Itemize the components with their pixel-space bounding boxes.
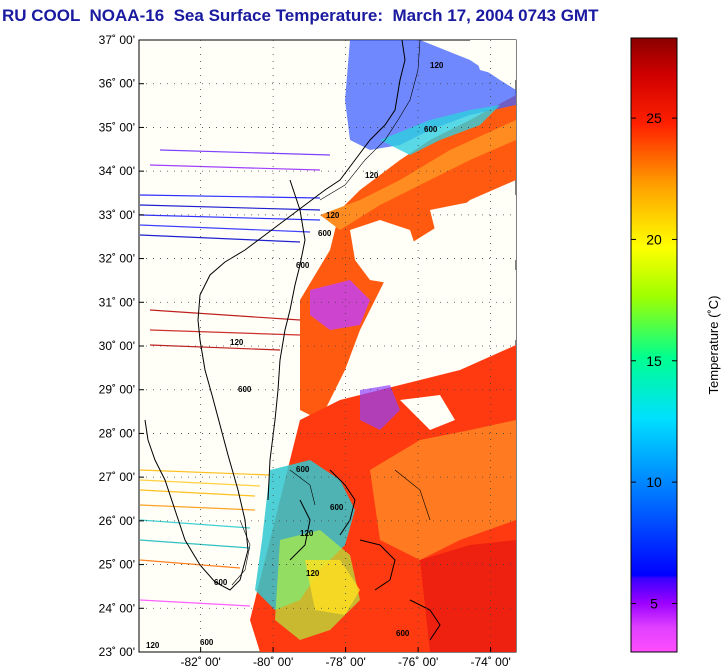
- lat-tick-label: 25˚ 00': [99, 558, 135, 572]
- longitude-ticks: -82˚ 00' -80˚ 00' -78˚ 00' -76˚ 00' -74˚ 00': [180, 647, 511, 669]
- contour-label: 600: [200, 638, 214, 647]
- colorbar-tick-label: 10: [646, 474, 662, 490]
- colorbar-tick-label: 15: [646, 353, 662, 369]
- contour-label: 600: [214, 578, 228, 587]
- lat-tick-label: 24˚ 00': [99, 601, 135, 615]
- contour-label: 600: [424, 125, 438, 134]
- latitude-ticks: 37˚ 00' 36˚ 00' 35˚ 00' 34˚ 00' 33˚ 00' 32˚ 0…: [99, 33, 144, 659]
- colorbar-title: Temperature (˚C): [706, 296, 721, 395]
- contour-label: 600: [296, 261, 310, 270]
- lat-tick-label: 36˚ 00': [99, 77, 135, 91]
- contour-label: 600: [318, 229, 332, 238]
- colorbar: [630, 37, 678, 653]
- contour-label: 600: [330, 503, 344, 512]
- lat-tick-label: 35˚ 00': [99, 120, 135, 134]
- lon-tick-label: -82˚ 00': [180, 655, 220, 669]
- contour-label: 120: [326, 211, 340, 220]
- lat-tick-label: 27˚ 00': [99, 470, 135, 484]
- contour-label: 120: [146, 641, 160, 650]
- lat-tick-label: 37˚ 00': [99, 33, 135, 47]
- contour-labels: 120 600 120 600 120 600 120 600 600 120 …: [146, 61, 444, 650]
- colorbar-ticks: 25 20 15 10 5: [631, 110, 677, 611]
- colorbar-tick-label: 5: [650, 595, 658, 611]
- lon-tick-label: -80˚ 00': [253, 655, 293, 669]
- lon-tick-label: -74˚ 00': [470, 655, 510, 669]
- map-title: RU COOL NOAA-16 Sea Surface Temperature:…: [2, 6, 599, 25]
- lon-tick-label: -78˚ 00': [325, 655, 365, 669]
- lat-tick-label: 30˚ 00': [99, 339, 135, 353]
- colorbar-tick-label: 25: [646, 110, 662, 126]
- lat-tick-label: 33˚ 00': [99, 208, 135, 222]
- contour-label: 120: [230, 338, 244, 347]
- contour-label: 600: [296, 465, 310, 474]
- lat-tick-label: 29˚ 00': [99, 383, 135, 397]
- lat-tick-label: 28˚ 00': [99, 426, 135, 440]
- lat-tick-label: 31˚ 00': [99, 295, 135, 309]
- lon-tick-label: -76˚ 00': [398, 655, 438, 669]
- contour-label: 120: [365, 171, 379, 180]
- contour-label: 120: [300, 529, 314, 538]
- colorbar-tick-label: 20: [646, 231, 662, 247]
- sst-imagery: [139, 40, 516, 652]
- contour-label: 120: [430, 61, 444, 70]
- lat-tick-label: 23˚ 00': [99, 645, 135, 659]
- lat-tick-label: 26˚ 00': [99, 514, 135, 528]
- lat-tick-label: 32˚ 00': [99, 252, 135, 266]
- contour-label: 600: [396, 629, 410, 638]
- contour-label: 120: [306, 569, 320, 578]
- lat-tick-label: 34˚ 00': [99, 164, 135, 178]
